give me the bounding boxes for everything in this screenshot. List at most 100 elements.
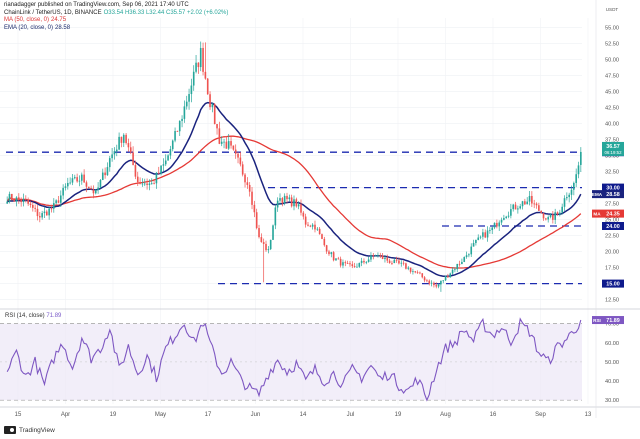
candle-body [41,213,43,218]
candle-body [358,262,361,267]
candle-body [381,255,384,260]
rsi-tick-label: 70.00 [605,322,619,328]
candle-body [211,104,214,108]
indicator-value-bg [602,209,624,218]
candle-body [419,272,421,274]
candle-body [407,267,410,269]
candle-body [76,177,78,182]
candle-body [449,273,452,278]
candle-body [526,201,529,205]
candle-body [512,204,515,210]
candle-body [447,275,449,278]
price-tick-label: 47.50 [605,74,619,80]
candle-body [78,180,81,182]
candle-body [398,260,400,264]
candle-body [178,120,181,132]
candle-body [143,183,146,185]
candle-body [545,218,547,220]
candle-body [272,225,274,240]
level-tag: 24.00 [602,222,624,230]
candle-body [498,222,501,227]
horizontal-levels [6,151,582,285]
candle-body [463,257,466,262]
candle-body [519,206,522,209]
candle-body [365,261,368,263]
candle-body [370,255,372,260]
candle-body [87,186,90,188]
rsi-value-tag: 71.89 [606,318,620,324]
candle-body [561,206,563,213]
candle-body [349,263,351,265]
tradingview-logo-icon [4,426,16,434]
candle-body [496,222,498,227]
candle-body [311,224,314,227]
ohlc-values: O33.54 H36.33 L32.44 C35.57 +2.02 (+6.02… [103,9,229,16]
candle-body [391,262,393,264]
rsi-tick-label: 30.00 [605,398,619,404]
candle-body [491,227,494,231]
candle-body [223,141,225,143]
candle-body [395,259,398,261]
price-tick-label: 52.50 [605,42,619,48]
candle-body [62,187,64,196]
candle-body [332,252,335,261]
candle-body [510,209,512,216]
candle-body [97,187,99,190]
rsi-header: RSI (14, close) 71.89 [5,313,61,319]
candle-body [239,157,242,165]
candle-body [71,178,74,183]
level-tag-bg [602,222,624,230]
candle-body [570,189,573,195]
time-tick-label: Jul [347,412,355,418]
candle-body [13,200,15,202]
candle-body [274,207,277,226]
candle-body [150,183,153,185]
candle-body [127,143,130,148]
price-tag-value: 36.57 [606,144,620,150]
candle-body [575,174,577,183]
candle-body [171,140,174,150]
candle-body [234,149,237,154]
time-tick-label: 16 [490,412,497,418]
candle-body [167,155,169,161]
candle-body [265,243,267,251]
candle-body [197,62,200,68]
rsi-value: 71.89 [46,313,62,319]
candle-body [232,145,235,150]
price-tick-label: 22.50 [605,234,619,240]
candle-body [552,214,554,220]
candle-body [286,195,288,200]
candle-body [136,176,139,183]
candle-body [400,262,403,264]
time-tick-label: 14 [300,412,307,418]
candle-body [433,282,435,286]
candle-body [316,228,319,230]
price-tick-label: 17.50 [605,266,619,272]
candle-body [486,230,489,238]
candle-body [386,257,389,261]
time-tick-label: Apr [61,412,70,418]
candle-body [465,255,468,258]
candle-body [549,214,552,218]
candle-body [176,131,179,132]
brand-label: TradingView [19,426,55,434]
level-tag: 15.00 [602,279,624,288]
candle-body [52,203,55,209]
price-tick-label: 42.50 [605,106,619,112]
candle-body [181,118,183,121]
candle-body [482,232,484,237]
time-tick-label: May [155,412,166,418]
level-tag-label: 24.00 [606,224,620,230]
rsi-name-bg [592,316,602,325]
candle-body [153,183,155,185]
price-tick-label: 35.00 [605,154,619,160]
candle-body [288,197,291,200]
indicator-value: 28.58 [606,192,620,198]
candle-body [276,200,279,208]
candle-body [38,216,41,218]
price-tick-label: 20.00 [605,250,619,256]
candle-body [206,78,209,95]
candle-body [183,106,186,119]
